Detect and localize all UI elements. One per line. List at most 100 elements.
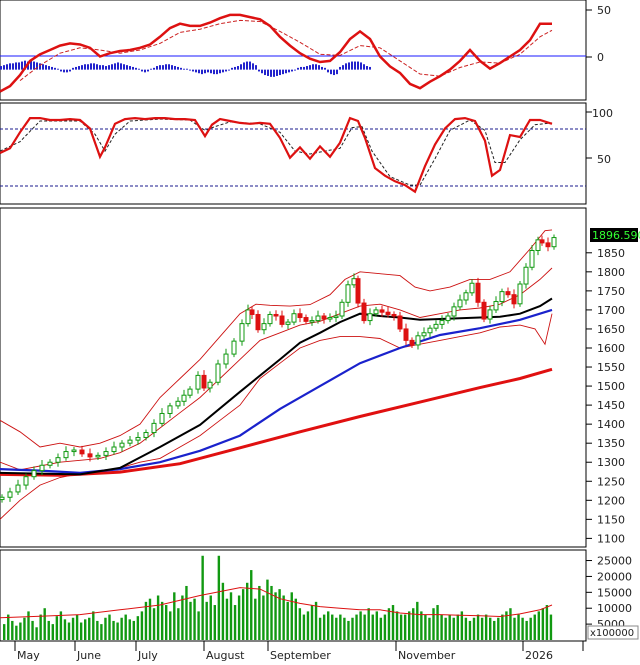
candle	[493, 296, 499, 313]
volume-bar	[476, 614, 480, 640]
macd-hist-bar	[45, 65, 47, 70]
stoch-tick-label-100: 100	[592, 107, 613, 120]
candle-body	[15, 484, 21, 493]
candle	[303, 314, 309, 325]
candle	[397, 311, 403, 332]
volume-bar	[241, 589, 245, 640]
volume-bar	[55, 616, 59, 640]
volume-bar	[124, 614, 127, 640]
candle-body	[239, 323, 245, 342]
candle-body	[303, 317, 309, 322]
volume-bar	[120, 617, 123, 640]
volume-bar	[84, 619, 87, 640]
macd-hist-bar	[279, 69, 281, 76]
volume-bar	[237, 595, 241, 640]
candle	[403, 323, 409, 345]
candle-body	[517, 283, 523, 305]
candle-body	[511, 294, 517, 305]
price-tick-label: 1850	[597, 247, 625, 260]
stochastic-panel: 100 50	[0, 102, 613, 205]
macd-hist-bar	[147, 69, 149, 72]
candle	[451, 302, 457, 321]
candle	[309, 316, 315, 326]
candle-body	[95, 454, 101, 458]
volume-bar	[128, 619, 131, 640]
macd-hist-bar	[228, 69, 230, 71]
candle-body	[315, 315, 321, 322]
macd-hist-bar	[348, 62, 350, 70]
candle	[119, 440, 125, 452]
volume-bar	[165, 605, 168, 640]
candle-body	[345, 284, 351, 303]
volume-bar	[331, 614, 334, 640]
candle-body	[523, 266, 529, 285]
macd-hist-bar	[36, 62, 38, 70]
candle	[159, 408, 165, 427]
candle-body	[231, 340, 237, 355]
macd-hist-bar	[267, 69, 269, 76]
volume-bar	[298, 608, 302, 640]
volume-bar	[335, 617, 338, 640]
candle	[517, 280, 523, 307]
macd-hist-bar	[15, 62, 17, 70]
volume-bar	[217, 555, 221, 640]
candle	[315, 310, 321, 324]
candle	[361, 298, 367, 324]
candle	[31, 466, 37, 480]
macd-hist-bar	[90, 63, 92, 70]
volume-bar	[395, 611, 399, 640]
candle-body	[201, 374, 207, 389]
volume-bar	[383, 614, 387, 640]
macd-hist-bar	[198, 69, 200, 74]
volume-bar	[505, 611, 508, 640]
macd-hist-bar	[285, 69, 287, 74]
macd-hist-bar	[225, 69, 227, 72]
macd-hist-bar	[126, 65, 128, 70]
price-tick-label: 1500	[597, 380, 625, 393]
price-candles	[0, 234, 557, 503]
candle	[499, 288, 505, 307]
macd-hist-bar	[117, 62, 119, 70]
volume-bar	[88, 617, 91, 640]
candle	[127, 435, 133, 447]
bollinger-middle-band	[0, 267, 553, 471]
macd-hist-bar	[159, 65, 161, 70]
candle	[415, 331, 421, 350]
volume-bar	[318, 617, 322, 640]
candle	[47, 459, 53, 469]
volume-bar	[501, 614, 504, 640]
month-label-july: July	[137, 649, 158, 662]
volume-bar	[513, 617, 516, 640]
price-tick-label: 1200	[597, 494, 625, 507]
macd-hist-bar	[183, 68, 185, 70]
candle-body	[159, 412, 165, 424]
candle-body	[291, 313, 297, 323]
macd-hist-bar	[57, 68, 59, 70]
volume-bar	[15, 625, 18, 640]
volume-bar	[229, 592, 233, 640]
candle	[255, 310, 261, 333]
volume-bar	[189, 601, 192, 640]
ma-short-black	[0, 297, 553, 476]
macd-hist-bar	[207, 69, 209, 73]
macd-hist-bar	[237, 66, 239, 70]
candle-body	[267, 313, 273, 325]
candle	[151, 419, 157, 438]
volume-bar	[525, 620, 528, 640]
candle-body	[103, 451, 109, 456]
month-label-june: June	[76, 649, 101, 662]
macd-hist-bar	[42, 64, 44, 70]
volume-bar	[233, 605, 237, 640]
macd-hist-bar	[105, 66, 107, 70]
macd-hist-bar	[213, 69, 215, 75]
volume-bar	[521, 617, 524, 640]
candle	[143, 429, 149, 441]
candle	[135, 432, 141, 445]
candle	[267, 311, 273, 327]
macd-hist-bar	[252, 63, 254, 70]
macd-hist-bar	[12, 63, 14, 70]
macd-hist-bar	[246, 61, 248, 70]
volume-bar	[436, 605, 439, 640]
volume-bar	[104, 617, 107, 640]
macd-hist-bar	[195, 69, 197, 73]
